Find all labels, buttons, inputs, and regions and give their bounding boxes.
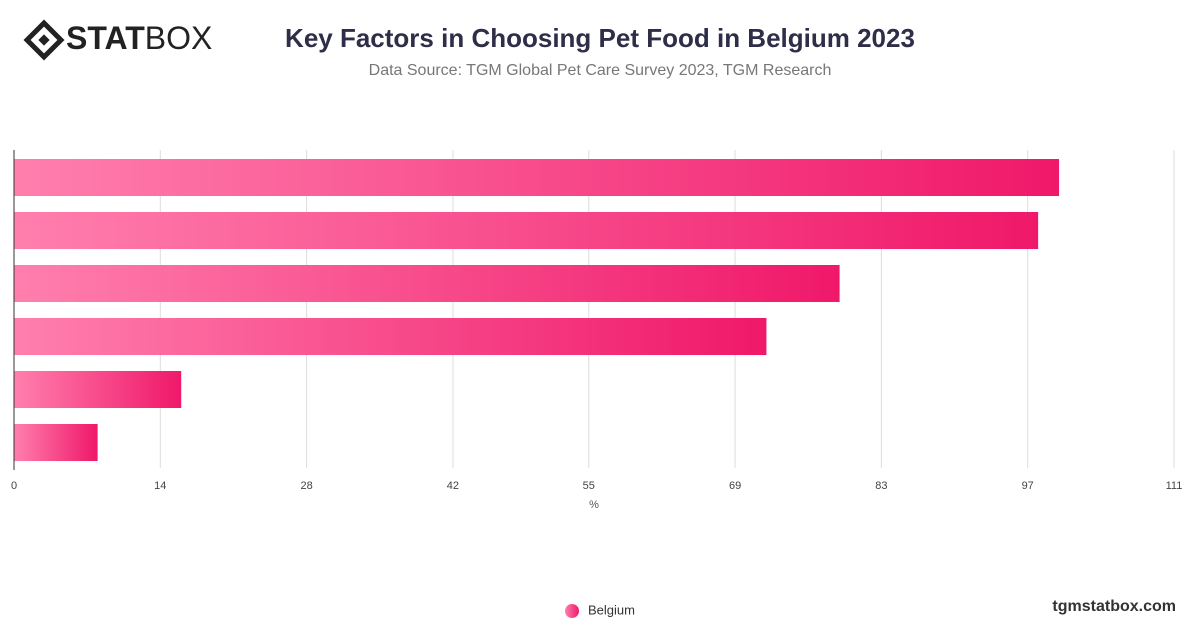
x-tick-label: 83: [875, 480, 887, 492]
logo-light: BOX: [145, 20, 213, 56]
bar: [14, 265, 840, 302]
x-tick-label: 111: [1166, 480, 1183, 492]
x-tick-label: 0: [11, 480, 17, 492]
x-tick-label: 97: [1022, 480, 1034, 492]
x-tick-label: 14: [154, 480, 166, 492]
bar: [14, 212, 1039, 249]
logo-icon: [23, 19, 65, 61]
bar: [14, 424, 98, 461]
logo-text: STATBOX: [66, 20, 212, 56]
chart-subtitle: Data Source: TGM Global Pet Care Survey …: [369, 62, 832, 79]
bar: [14, 318, 767, 355]
chart-title: Key Factors in Choosing Pet Food in Belg…: [285, 23, 915, 53]
footer: tgmstatbox.com: [1052, 598, 1176, 615]
x-tick-label: 55: [583, 480, 595, 492]
logo: STATBOX: [23, 19, 212, 61]
x-tick-label: 69: [729, 480, 741, 492]
x-tick-label: 42: [447, 480, 459, 492]
bar: [14, 159, 1060, 196]
x-tick-label: 28: [300, 480, 312, 492]
grid: 0 14 28 42 55 69 83 97 111: [11, 150, 1182, 492]
bars: [14, 159, 1060, 461]
x-axis-label: %: [589, 499, 599, 511]
legend-label: Belgium: [588, 602, 635, 617]
logo-bold: STAT: [66, 20, 145, 56]
bar: [14, 371, 182, 408]
legend-marker: [565, 604, 579, 618]
